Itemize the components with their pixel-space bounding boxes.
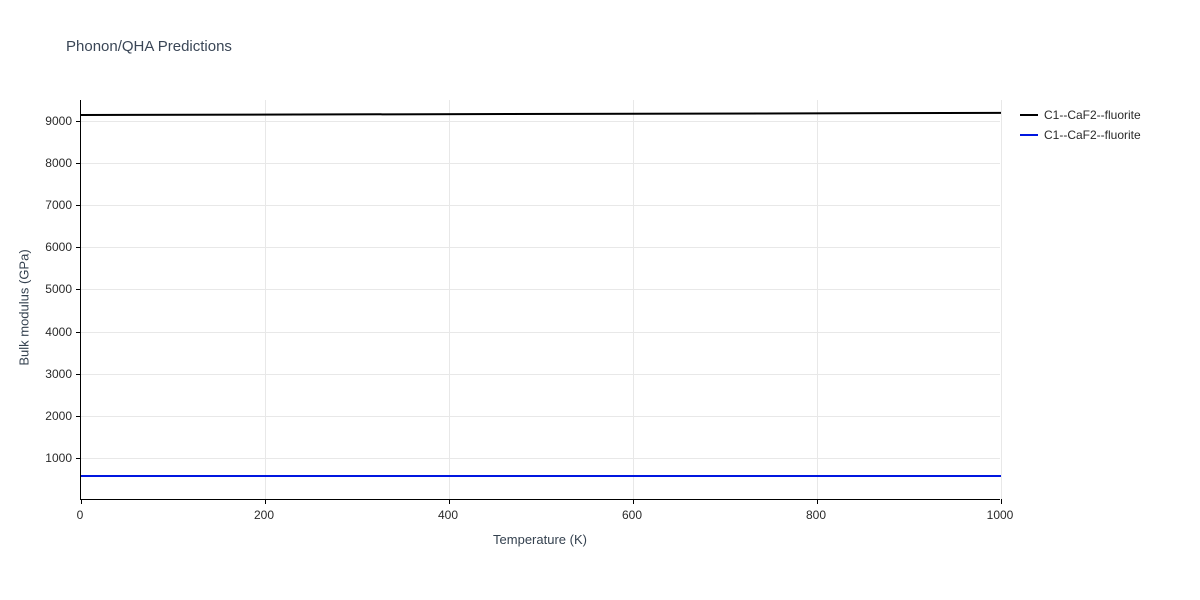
gridline-h xyxy=(81,205,1000,206)
y-tick-label: 9000 xyxy=(40,114,72,128)
legend-item[interactable]: C1--CaF2--fluorite xyxy=(1020,128,1141,142)
gridline-h xyxy=(81,121,1000,122)
y-tick-label: 6000 xyxy=(40,240,72,254)
x-axis-title: Temperature (K) xyxy=(493,532,587,547)
y-tick-label: 7000 xyxy=(40,198,72,212)
x-tick-label: 600 xyxy=(622,508,642,522)
x-tick xyxy=(1001,499,1002,504)
y-tick-label: 4000 xyxy=(40,325,72,339)
legend-swatch xyxy=(1020,134,1038,136)
gridline-h xyxy=(81,247,1000,248)
gridline-h xyxy=(81,374,1000,375)
legend-label: C1--CaF2--fluorite xyxy=(1044,128,1141,142)
y-tick xyxy=(76,332,81,333)
plot-area xyxy=(80,100,1000,500)
gridline-h xyxy=(81,332,1000,333)
x-tick-label: 800 xyxy=(806,508,826,522)
gridline-h xyxy=(81,163,1000,164)
y-tick xyxy=(76,416,81,417)
gridline-v xyxy=(265,100,266,499)
y-tick-label: 8000 xyxy=(40,156,72,170)
y-tick xyxy=(76,458,81,459)
y-tick xyxy=(76,289,81,290)
y-tick xyxy=(76,205,81,206)
x-tick-label: 400 xyxy=(438,508,458,522)
series-line xyxy=(81,112,1001,116)
legend-label: C1--CaF2--fluorite xyxy=(1044,108,1141,122)
x-tick-label: 1000 xyxy=(987,508,1014,522)
x-tick xyxy=(633,499,634,504)
gridline-v xyxy=(633,100,634,499)
y-tick-label: 3000 xyxy=(40,367,72,381)
x-tick xyxy=(265,499,266,504)
y-tick xyxy=(76,247,81,248)
y-axis-title: Bulk modulus (GPa) xyxy=(17,249,32,365)
chart-title: Phonon/QHA Predictions xyxy=(66,38,232,55)
y-tick xyxy=(76,374,81,375)
x-tick-label: 200 xyxy=(254,508,274,522)
series-line xyxy=(81,475,1001,477)
y-tick-label: 1000 xyxy=(40,451,72,465)
legend: C1--CaF2--fluorite C1--CaF2--fluorite xyxy=(1020,108,1141,148)
gridline-v xyxy=(817,100,818,499)
gridline-v xyxy=(1001,100,1002,499)
legend-item[interactable]: C1--CaF2--fluorite xyxy=(1020,108,1141,122)
gridline-h xyxy=(81,416,1000,417)
legend-swatch xyxy=(1020,114,1038,116)
y-tick-label: 2000 xyxy=(40,409,72,423)
y-tick xyxy=(76,163,81,164)
gridline-h xyxy=(81,458,1000,459)
x-tick xyxy=(81,499,82,504)
x-tick-label: 0 xyxy=(77,508,84,522)
gridline-h xyxy=(81,289,1000,290)
y-tick-label: 5000 xyxy=(40,282,72,296)
x-tick xyxy=(817,499,818,504)
x-tick xyxy=(449,499,450,504)
gridline-v xyxy=(449,100,450,499)
y-tick xyxy=(76,121,81,122)
